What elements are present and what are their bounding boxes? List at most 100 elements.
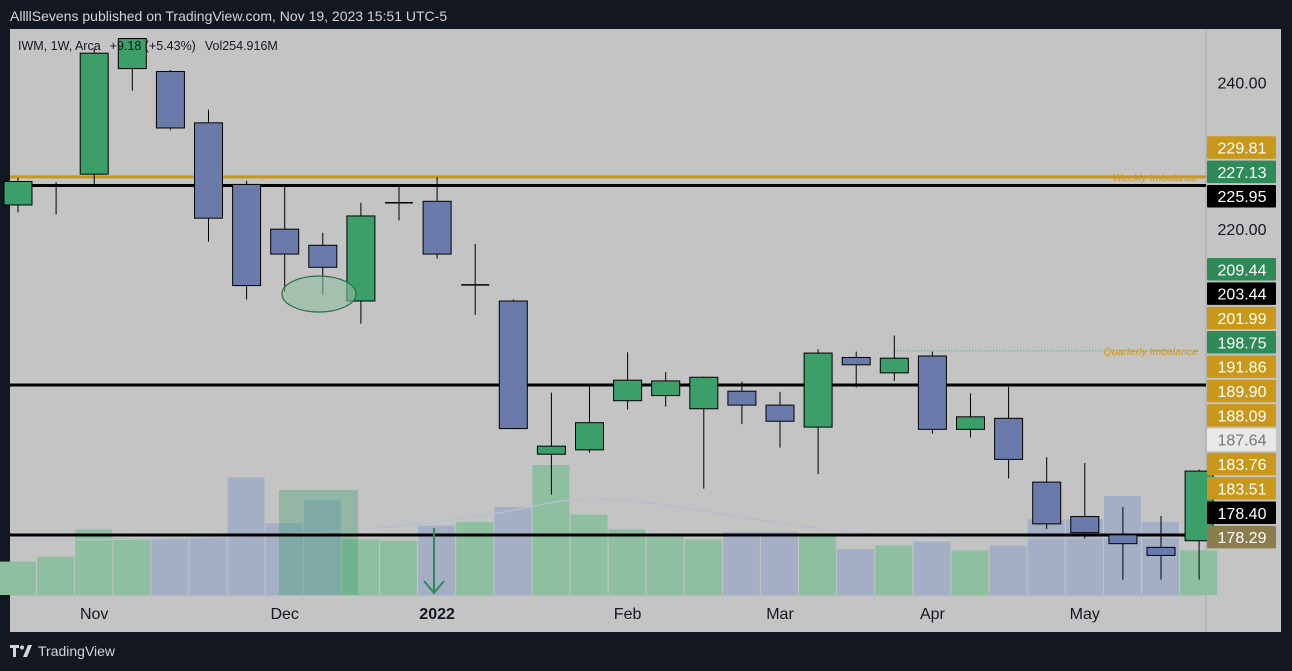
time-tick-label: Nov [80, 606, 108, 623]
candle[interactable] [651, 372, 681, 407]
candle-body [727, 390, 757, 406]
price-tag: 178.40 [1207, 501, 1276, 524]
symbol-legend: IWM, 1W, Arca +9.18 (+5.43%) Vol254.916M [18, 39, 278, 53]
candle[interactable] [803, 349, 833, 475]
price-tag-label: 229.81 [1218, 141, 1267, 158]
price-tag: 225.95 [1207, 184, 1276, 208]
price-tag-label: 187.64 [1218, 433, 1267, 450]
candle[interactable] [194, 109, 223, 242]
volume-bar [303, 499, 341, 595]
candle[interactable] [270, 185, 300, 293]
volume-bar [989, 545, 1027, 595]
candle[interactable] [917, 351, 947, 434]
price-tag-bg [1207, 306, 1276, 330]
candle[interactable] [117, 38, 147, 91]
candle[interactable] [879, 335, 909, 381]
candle[interactable] [956, 393, 985, 438]
candle-body [155, 71, 185, 129]
volume-bar [1027, 519, 1065, 595]
price-tag-bg [1207, 184, 1276, 208]
time-tick-label: Mar [766, 606, 794, 623]
price-tag-label: 189.90 [1218, 384, 1267, 401]
candle[interactable] [1070, 463, 1100, 539]
candle-body [1032, 481, 1062, 525]
price-tags: 229.81 227.13 225.95 209.44 203.44 201.99 198.… [1207, 136, 1276, 549]
candle[interactable] [765, 391, 795, 448]
price-tag: 227.13 [1207, 160, 1276, 184]
volume-bar [875, 545, 913, 595]
publish-info: AllllSevens published on TradingView.com… [10, 8, 448, 24]
candle-body [1070, 516, 1100, 534]
volume-bar [837, 549, 875, 595]
tradingview-logo-icon [10, 645, 32, 657]
price-tag-bg [1207, 428, 1276, 451]
candle[interactable] [689, 376, 719, 489]
time-tick-label: Dec [270, 606, 298, 623]
price-tag-label: 183.76 [1218, 457, 1267, 474]
price-tag-label: 191.86 [1218, 360, 1267, 377]
price-tag-bg [1207, 258, 1276, 281]
candle[interactable] [232, 180, 262, 300]
candle[interactable] [79, 48, 109, 186]
time-tick-label: 2022 [419, 606, 455, 623]
candle[interactable] [422, 177, 452, 259]
legend-change: +9.18 (+5.43%) [110, 39, 196, 53]
price-tag: 198.75 [1207, 331, 1276, 354]
candle[interactable] [1032, 457, 1062, 530]
price-tick-label: 220.00 [1218, 222, 1267, 239]
candle[interactable] [613, 352, 643, 410]
price-tag: 189.90 [1207, 379, 1276, 403]
volume-bar [913, 541, 951, 595]
volume-bar [456, 521, 494, 595]
candle-body [917, 355, 947, 430]
volume-bar [0, 561, 36, 595]
candle-body [803, 352, 833, 428]
legend-symbol: IWM [18, 39, 44, 53]
volume-bar [684, 539, 722, 595]
candle-body [651, 380, 681, 397]
candle-body [689, 376, 719, 410]
price-tag-label: 225.95 [1218, 189, 1267, 206]
price-tag-label: 178.29 [1218, 530, 1267, 547]
volume-bar [951, 550, 989, 595]
candle-body [308, 244, 338, 268]
candle-body [879, 357, 909, 374]
candle[interactable] [536, 392, 566, 495]
candle-body [994, 417, 1024, 460]
candle[interactable] [575, 384, 604, 453]
price-tag-label: 183.51 [1218, 481, 1267, 498]
candle[interactable] [308, 232, 338, 296]
price-tick-label: 240.00 [1218, 76, 1267, 93]
price-tag-label: 201.99 [1218, 311, 1267, 328]
price-tag: 188.09 [1207, 404, 1276, 427]
price-tag-bg [1207, 477, 1276, 500]
volume-bar [37, 556, 75, 595]
candle-body [422, 200, 452, 255]
candle[interactable] [461, 243, 490, 315]
price-tag: 183.51 [1207, 477, 1276, 500]
volume-bar [799, 535, 837, 595]
candle[interactable] [1108, 507, 1138, 580]
price-tag-bg [1207, 501, 1276, 524]
candle[interactable] [727, 381, 757, 425]
volume-bar [494, 507, 532, 595]
volume-bar [341, 539, 379, 595]
candle[interactable] [3, 177, 33, 213]
candle[interactable] [155, 70, 185, 131]
candle[interactable] [1146, 515, 1176, 580]
down-arrow-icon [423, 528, 445, 595]
price-axis-labels: 240.00 220.00 [1218, 76, 1267, 240]
candle[interactable] [42, 182, 71, 215]
candle[interactable] [498, 299, 528, 430]
candle[interactable] [994, 386, 1024, 479]
candle[interactable] [385, 185, 413, 221]
candle[interactable] [841, 351, 871, 388]
footer-brand[interactable]: TradingView [10, 643, 115, 659]
volume-bar [151, 538, 189, 595]
candle-body [956, 416, 985, 430]
volume-bar [380, 540, 417, 595]
price-tag-bg [1207, 525, 1276, 549]
candle-body [232, 183, 262, 287]
highlight-zone-layer [279, 490, 358, 595]
